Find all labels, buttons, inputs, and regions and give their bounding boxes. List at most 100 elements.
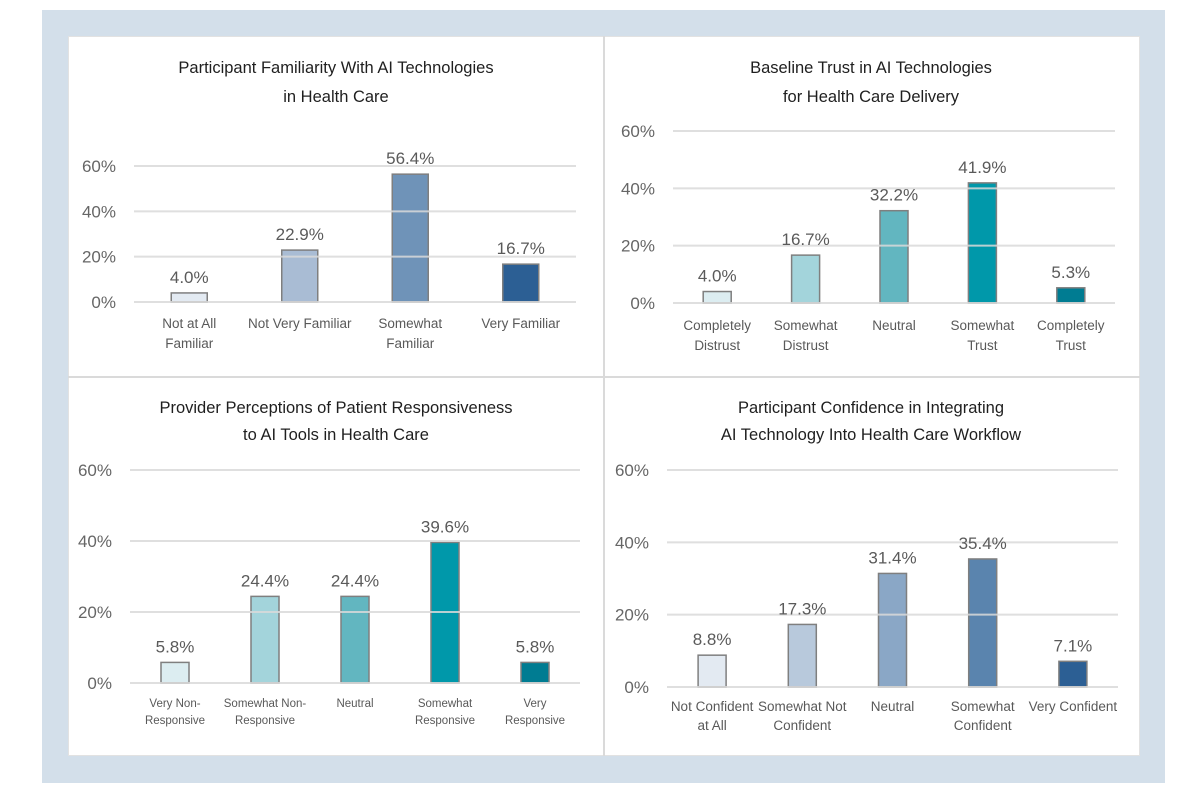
x-tick-label: Responsive xyxy=(505,715,565,727)
bar xyxy=(281,249,319,303)
x-tick-label: Somewhat xyxy=(951,318,1015,333)
bar xyxy=(787,623,818,688)
bar xyxy=(170,292,208,303)
chart-4: Participant Confidence in Integrating AI … xyxy=(615,399,1118,733)
bar xyxy=(1056,287,1086,304)
data-label: 35.4% xyxy=(959,534,1007,553)
bar xyxy=(790,254,821,304)
chart-title-line: Participant Confidence in Integrating xyxy=(738,399,1004,417)
x-tick-label: Very Familiar xyxy=(481,316,560,331)
x-tick-label: Neutral xyxy=(872,318,916,333)
bar xyxy=(160,661,190,684)
x-tick-label: Neutral xyxy=(336,698,373,710)
x-tick-label: Confident xyxy=(773,718,831,733)
y-tick-label: 40% xyxy=(78,532,112,551)
data-label: 7.1% xyxy=(1054,636,1093,655)
data-label: 16.7% xyxy=(497,239,545,258)
x-tick-label: Neutral xyxy=(871,699,915,714)
bar xyxy=(340,595,370,684)
x-tick-label: Trust xyxy=(1056,338,1086,353)
y-tick-label: 20% xyxy=(82,248,116,267)
chart-title-line: Provider Perceptions of Patient Responsi… xyxy=(159,399,512,417)
data-label: 8.8% xyxy=(693,630,732,649)
data-label: 22.9% xyxy=(276,225,324,244)
x-tick-label: Responsive xyxy=(145,715,205,727)
y-tick-label: 60% xyxy=(615,461,649,480)
y-tick-label: 0% xyxy=(91,293,116,312)
y-tick-label: 0% xyxy=(630,294,655,313)
data-label: 5.8% xyxy=(516,637,555,656)
x-tick-label: Distrust xyxy=(783,338,829,353)
x-tick-label: Very xyxy=(523,698,546,710)
y-tick-label: 60% xyxy=(82,157,116,176)
data-label: 41.9% xyxy=(958,158,1006,177)
panel-divider-horizontal xyxy=(68,376,1140,378)
data-label: 31.4% xyxy=(868,548,916,567)
chart-title-line: to AI Tools in Health Care xyxy=(243,426,429,444)
x-tick-label: Trust xyxy=(967,338,997,353)
x-tick-label: Completely xyxy=(1037,318,1105,333)
data-label: 24.4% xyxy=(331,571,379,590)
bar xyxy=(1058,660,1088,688)
panel-divider-vertical xyxy=(603,36,605,756)
x-tick-label: Not Confident xyxy=(671,699,754,714)
x-tick-label: at All xyxy=(697,718,726,733)
x-tick-label: Not at All xyxy=(162,316,216,331)
bar xyxy=(967,558,998,688)
y-tick-label: 0% xyxy=(87,674,112,693)
y-tick-label: 20% xyxy=(615,606,649,625)
data-label: 39.6% xyxy=(421,517,469,536)
y-tick-label: 20% xyxy=(78,603,112,622)
x-tick-label: Distrust xyxy=(694,338,740,353)
bar xyxy=(250,595,280,684)
chart-title-line: Baseline Trust in AI Technologies xyxy=(750,59,992,77)
bar xyxy=(877,572,908,688)
chart-title-line: in Health Care xyxy=(283,88,388,106)
x-tick-label: Somewhat xyxy=(951,699,1015,714)
x-tick-label: Completely xyxy=(683,318,751,333)
x-tick-label: Responsive xyxy=(415,715,475,727)
bar xyxy=(879,209,909,304)
y-tick-label: 60% xyxy=(78,461,112,480)
data-label: 4.0% xyxy=(698,267,737,286)
data-label: 32.2% xyxy=(870,186,918,205)
x-tick-label: Somewhat xyxy=(378,316,442,331)
bar xyxy=(702,290,732,304)
x-tick-label: Very Confident xyxy=(1029,699,1118,714)
data-label: 4.0% xyxy=(170,268,209,287)
x-tick-label: Somewhat xyxy=(774,318,838,333)
chart-title-line: AI Technology Into Health Care Workflow xyxy=(721,426,1021,444)
chart-3: Provider Perceptions of Patient Responsi… xyxy=(78,399,580,727)
data-label: 5.3% xyxy=(1051,263,1090,282)
data-label: 24.4% xyxy=(241,571,289,590)
chart-title-line: Participant Familiarity With AI Technolo… xyxy=(178,59,493,77)
x-tick-label: Familiar xyxy=(386,336,435,351)
bar xyxy=(697,654,727,688)
bar xyxy=(502,263,540,303)
y-tick-label: 20% xyxy=(621,237,655,256)
x-tick-label: Responsive xyxy=(235,715,295,727)
x-tick-label: Familiar xyxy=(165,336,214,351)
bar xyxy=(967,182,998,304)
data-label: 5.8% xyxy=(156,637,195,656)
bar xyxy=(391,173,429,303)
y-tick-label: 0% xyxy=(624,678,649,697)
data-label: 17.3% xyxy=(778,599,826,618)
x-tick-label: Somewhat Not xyxy=(758,699,847,714)
x-tick-label: Very Non- xyxy=(149,698,200,710)
y-tick-label: 40% xyxy=(82,202,116,221)
x-tick-label: Somewhat Non- xyxy=(224,698,307,710)
x-tick-label: Confident xyxy=(954,718,1012,733)
x-tick-label: Not Very Familiar xyxy=(248,316,352,331)
y-tick-label: 40% xyxy=(615,533,649,552)
data-label: 56.4% xyxy=(386,149,434,168)
data-label: 16.7% xyxy=(781,230,829,249)
y-tick-label: 40% xyxy=(621,179,655,198)
chart-1: Participant Familiarity With AI Technolo… xyxy=(82,59,576,351)
chart-title-line: for Health Care Delivery xyxy=(783,88,960,106)
x-tick-label: Somewhat xyxy=(418,698,473,710)
bar xyxy=(520,661,550,684)
y-tick-label: 60% xyxy=(621,122,655,141)
chart-2: Baseline Trust in AI Technologies for Hea… xyxy=(621,59,1115,353)
